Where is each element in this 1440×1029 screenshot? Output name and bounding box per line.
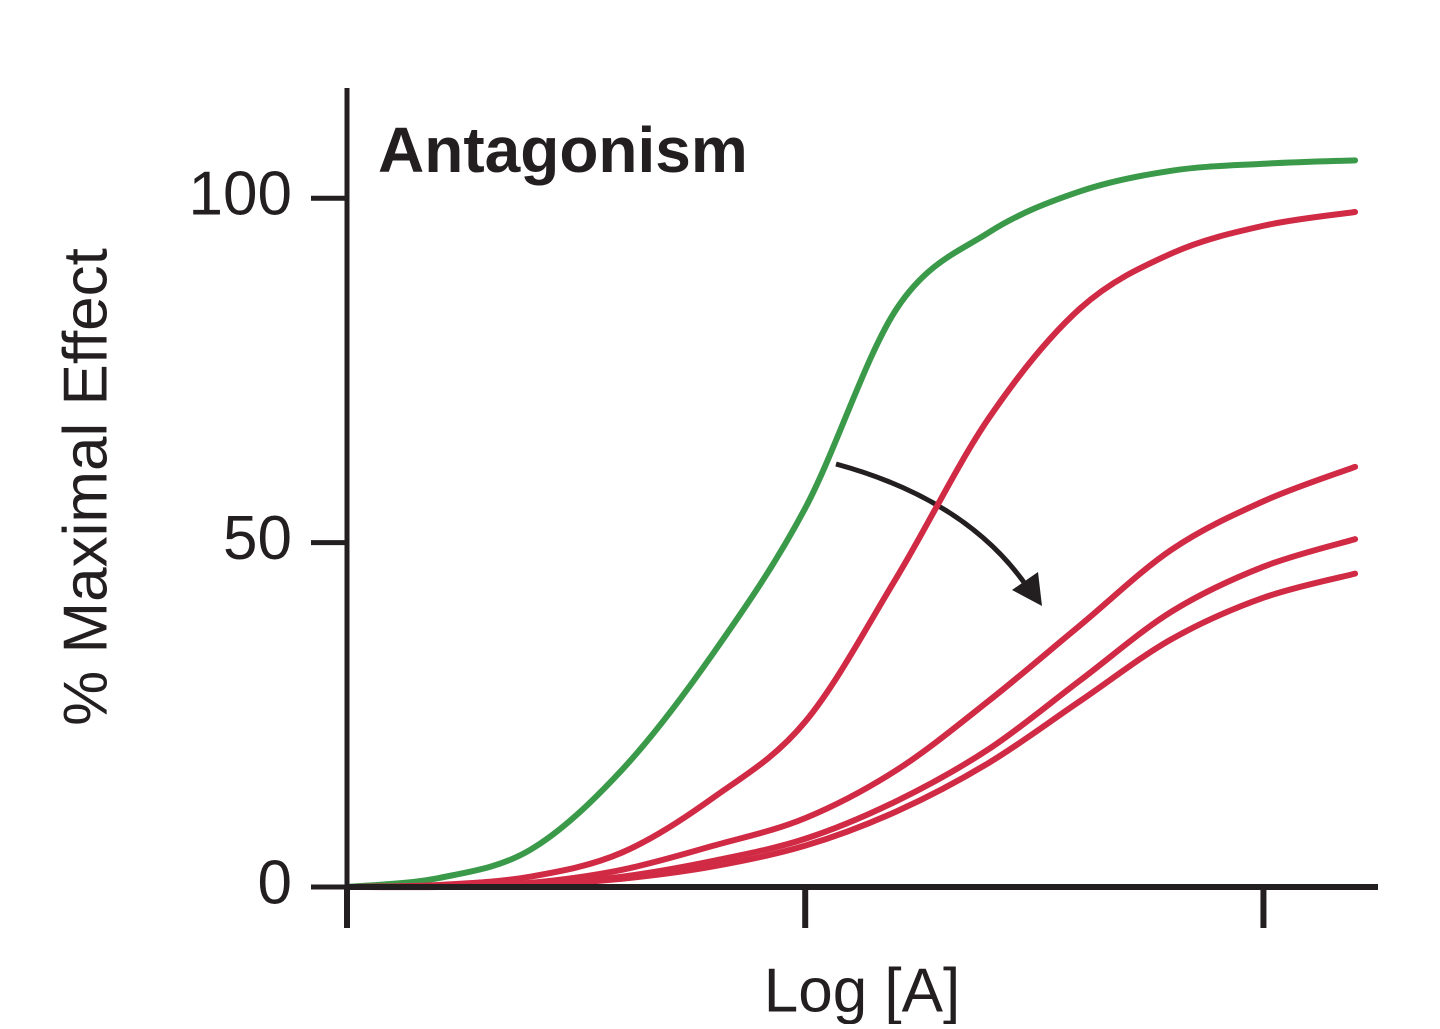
curve [344,536,1359,890]
curve [344,157,1359,890]
x-axis-label: Log [A] [764,956,960,1024]
chart-title: Antagonism [378,114,748,186]
curve [344,208,1359,890]
arrow [835,461,1031,590]
y-tick-label: 50 [223,504,292,573]
arrow-head [1012,572,1042,606]
y-axis-label: % Maximal Effect [51,248,120,726]
y-tick-label: 100 [189,160,292,229]
curve [344,570,1359,891]
y-tick-label: 0 [258,848,292,917]
